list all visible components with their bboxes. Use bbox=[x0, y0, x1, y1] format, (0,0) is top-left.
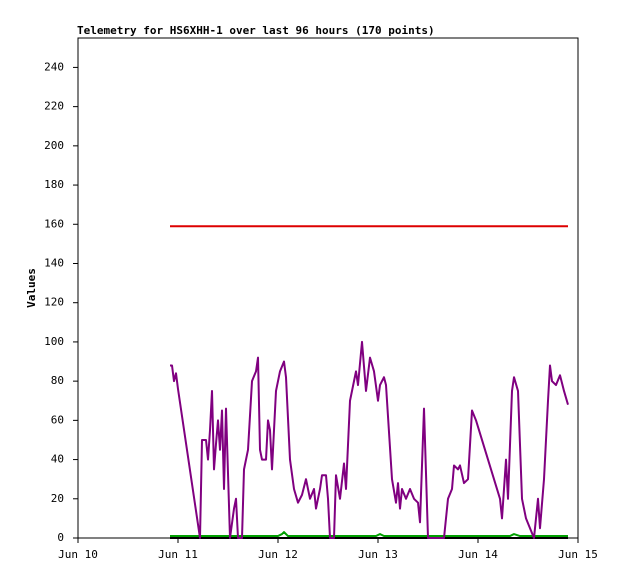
y-tick-label: 80 bbox=[51, 374, 64, 387]
x-tick-label: Jun 11 bbox=[158, 548, 198, 561]
y-tick-label: 220 bbox=[44, 100, 64, 113]
x-tick-label: Jun 14 bbox=[458, 548, 498, 561]
y-tick-label: 200 bbox=[44, 139, 64, 152]
y-tick-label: 20 bbox=[51, 492, 64, 505]
y-tick-label: 0 bbox=[57, 531, 64, 544]
y-tick-label: 100 bbox=[44, 335, 64, 348]
series-line bbox=[170, 340, 569, 539]
y-tick-label: 60 bbox=[51, 413, 64, 426]
y-tick-label: 140 bbox=[44, 256, 64, 269]
plot-frame bbox=[77, 37, 579, 539]
series-line bbox=[170, 531, 568, 538]
y-tick-label: 160 bbox=[44, 217, 64, 230]
chart-title: Telemetry for HS6XHH-1 over last 96 hour… bbox=[77, 24, 435, 37]
y-axis-label: Values bbox=[25, 268, 38, 308]
y-tick-label: 40 bbox=[51, 453, 64, 466]
y-tick-label: 240 bbox=[44, 60, 64, 73]
y-tick-label: 120 bbox=[44, 296, 64, 309]
x-tick-label: Jun 12 bbox=[258, 548, 298, 561]
x-tick-label: Jun 10 bbox=[58, 548, 98, 561]
y-tick-label: 180 bbox=[44, 178, 64, 191]
x-tick-label: Jun 15 bbox=[558, 548, 598, 561]
x-tick-label: Jun 13 bbox=[358, 548, 398, 561]
